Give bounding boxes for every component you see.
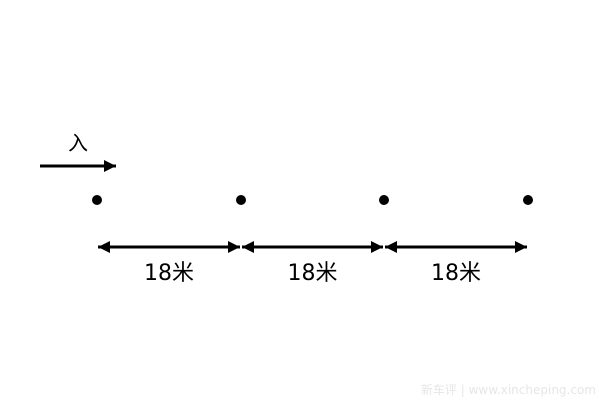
span-label: 18米 — [288, 261, 338, 286]
point — [92, 195, 102, 205]
dimension-spans: 18米 18米 18米 — [98, 241, 527, 286]
point — [379, 195, 389, 205]
span-label: 18米 — [144, 261, 194, 286]
point — [523, 195, 533, 205]
span-label: 18米 — [431, 261, 481, 286]
entry-label: 入 — [68, 131, 88, 155]
point — [236, 195, 246, 205]
entry-arrow: 入 — [40, 131, 116, 172]
dimension-span: 18米 — [385, 241, 527, 286]
watermark: 新车评 | www.xincheping.com — [421, 382, 596, 397]
dimension-span: 18米 — [98, 241, 240, 286]
dimension-span: 18米 — [242, 241, 383, 286]
points — [92, 195, 533, 205]
